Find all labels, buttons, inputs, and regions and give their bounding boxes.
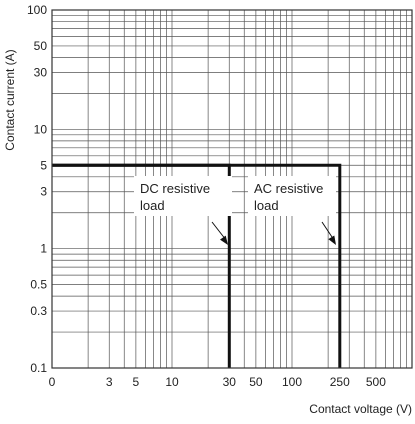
x-tick-label: 50 [249, 375, 263, 389]
y-tick-label: 10 [34, 122, 48, 136]
annotation-label-ac-line1: AC resistive [254, 181, 323, 196]
y-tick-label: 5 [40, 158, 47, 172]
y-tick-label: 3 [40, 185, 47, 199]
annotation-label-dc-line2: load [140, 198, 165, 213]
x-tick-label: 500 [366, 375, 386, 389]
x-tick-label: 0 [49, 375, 56, 389]
x-tick-label: 5 [133, 375, 140, 389]
x-tick-label: 250 [330, 375, 350, 389]
y-tick-label: 100 [27, 3, 47, 17]
x-axis-label: Contact voltage (V) [309, 402, 412, 416]
annotation-box-dc [134, 176, 232, 216]
x-tick-label: 10 [165, 375, 179, 389]
annotation-arrowhead-dc [220, 235, 228, 245]
y-tick-label: 1 [40, 242, 47, 256]
y-tick-label: 0.1 [30, 361, 47, 375]
x-tick-label: 100 [282, 375, 302, 389]
x-tick-label: 3 [106, 375, 113, 389]
tick-labels: 0 3 5 10 30 50 100 250 500 0.1 0.3 0.5 1 3 5 10 30 50 100 [27, 3, 386, 389]
annotation-arrowhead-ac [328, 235, 336, 245]
annotation-arrow-dc [211, 221, 227, 241]
y-axis-label: Contact current (A) [3, 49, 17, 150]
y-tick-label: 0.5 [30, 278, 47, 292]
annotations: DC resistive load AC resistive load [134, 176, 336, 245]
annotation-box-ac [248, 176, 336, 216]
x-tick-label: 30 [223, 375, 237, 389]
y-tick-label: 30 [34, 65, 48, 79]
annotation-label-dc-line1: DC resistive [140, 181, 210, 196]
series-line-ac [52, 163, 342, 368]
annotation-label-ac-line2: load [254, 198, 279, 213]
plot-frame [51, 9, 413, 369]
y-tick-label: 0.3 [30, 304, 47, 318]
y-tick-label: 50 [34, 39, 48, 53]
series-layer [52, 163, 342, 368]
